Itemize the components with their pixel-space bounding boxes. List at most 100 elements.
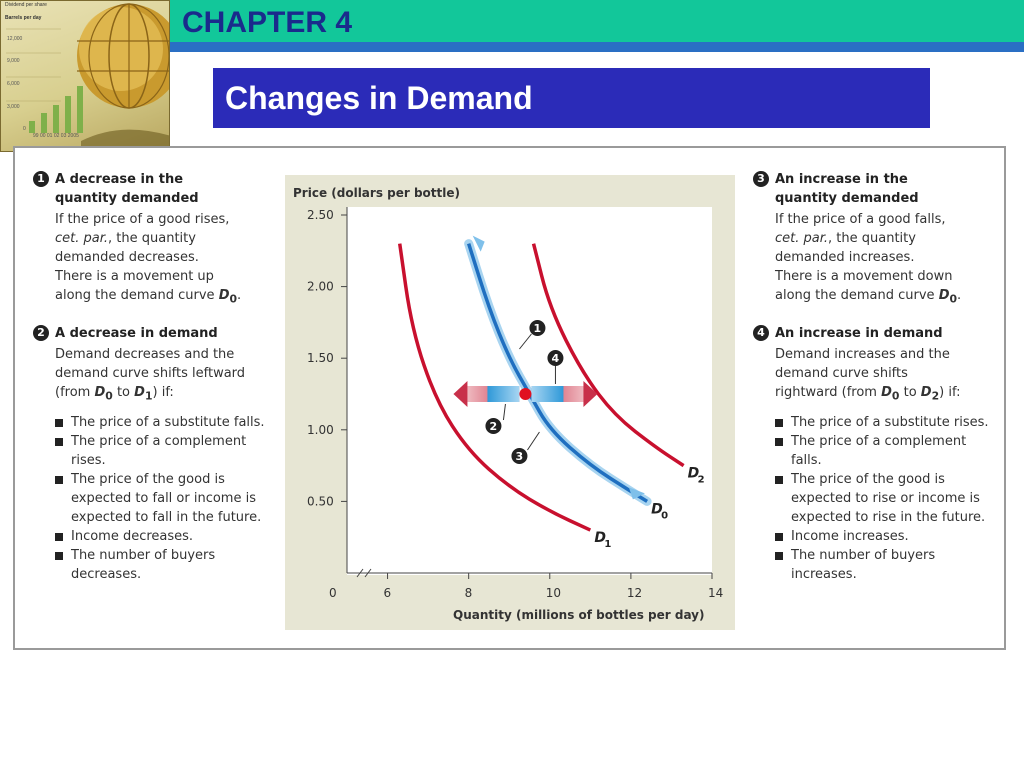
marker-leader-line xyxy=(519,333,532,350)
left-explanations: 1 A decrease in the quantity demanded If… xyxy=(33,170,270,584)
section-2-to: to xyxy=(116,384,131,400)
logo-tick-3000: 3,000 xyxy=(7,104,20,110)
section-1-line-1: If the price of a good rises, xyxy=(55,212,230,227)
logo-tick-0: 0 xyxy=(23,126,26,132)
right-blue-segment xyxy=(531,386,564,402)
marker-circle xyxy=(547,350,564,366)
curve-label-d0: D xyxy=(651,501,663,517)
list-item: The price of the good is expected to ris… xyxy=(775,470,990,527)
curve-label-d2: D xyxy=(688,466,700,482)
marker-1-badge: 1 xyxy=(33,171,49,187)
logo-text-2: Barrels per day xyxy=(5,15,42,21)
curve-subscript: 0 xyxy=(105,389,113,403)
list-item: The price of a substitute rises. xyxy=(775,413,990,432)
curve-label-d1: D xyxy=(594,530,606,546)
section-4-to: to xyxy=(903,384,917,400)
cet-par-text: cet. par. xyxy=(775,231,829,246)
x-tick-label: 8 xyxy=(465,586,473,600)
section-4-line-3: rightward (from D0 to D2) if: xyxy=(775,383,990,406)
down-arrowhead xyxy=(628,487,645,500)
list-item: The price of a complement falls. xyxy=(775,432,990,470)
up-arrowhead xyxy=(472,235,485,252)
marker-4-badge: 4 xyxy=(753,324,769,341)
y-axis-label: Price (dollars per bottle) xyxy=(293,186,460,200)
demand-curve-d2 xyxy=(531,243,685,468)
marker-2-badge: 2 xyxy=(33,324,49,341)
section-1-line-2: cet. par., the quantity xyxy=(55,229,270,248)
section-4-heading: 4 An increase in demand xyxy=(753,324,990,343)
x-tick-label: 12 xyxy=(627,586,642,600)
cet-par-text: cet. par. xyxy=(55,231,109,246)
slide-title: Changes in Demand xyxy=(225,80,533,116)
section-1-line-4: There is a movement up xyxy=(55,269,214,284)
marker-leader-line xyxy=(502,403,506,421)
axis-break xyxy=(356,568,372,578)
curve-label-subscript: 1 xyxy=(604,539,611,550)
curve-subscript: 0 xyxy=(949,292,958,306)
section-3-line-5a: along the demand curve xyxy=(775,288,935,303)
marker-circle xyxy=(529,320,546,336)
demand-curve-d1 xyxy=(397,243,592,532)
curve-subscript: 2 xyxy=(931,389,940,403)
left-blue-segment xyxy=(487,386,520,402)
section-2-from: (from xyxy=(55,384,91,400)
marker-number: 3 xyxy=(515,450,523,463)
section-3-line-5: along the demand curve D0. xyxy=(775,286,990,309)
section-2-bullets: The price of a substitute falls. The pri… xyxy=(55,413,270,584)
logo-tick-12000: 12,000 xyxy=(7,36,23,42)
left-shift-arrowhead xyxy=(453,381,468,407)
list-item: The price of a substitute falls. xyxy=(55,413,270,432)
curve-symbol: D xyxy=(94,384,106,400)
chapter-label: CHAPTER 4 xyxy=(182,6,353,39)
curve-subscript: 1 xyxy=(144,389,153,403)
y-tick-label: 2.50 xyxy=(307,208,334,222)
x-tick-label: 6 xyxy=(384,586,392,600)
section-4-line-1: Demand increases and the xyxy=(775,346,950,362)
marker-leader-line xyxy=(527,431,540,451)
section-3-title-b: quantity demanded xyxy=(775,191,919,206)
x-axis-label: Quantity (millions of bottles per day) xyxy=(453,608,705,622)
marker-circle xyxy=(511,448,528,464)
section-4-from: rightward (from xyxy=(775,384,877,400)
title-box: Changes in Demand xyxy=(213,68,930,128)
right-shift-arrowhead xyxy=(583,381,598,407)
header-rule xyxy=(170,42,1024,52)
curve-label-subscript: 2 xyxy=(698,475,705,486)
y-tick-label: 2.00 xyxy=(307,280,334,294)
list-item: The price of the good is expected to fal… xyxy=(55,470,270,527)
x-tick-label: 10 xyxy=(546,586,561,600)
logo-globe-graphic xyxy=(6,3,169,151)
y-tick-label: 1.00 xyxy=(307,423,334,437)
section-4-body: Demand increases and the demand curve sh… xyxy=(775,345,990,406)
section-2-line-1: Demand decreases and the xyxy=(55,346,235,362)
logo-years: 99 00 01 02 03 2005 xyxy=(33,133,79,139)
section-2-body: Demand decreases and the demand curve sh… xyxy=(55,345,270,406)
section-3-title-a: An increase in the xyxy=(775,172,908,187)
chapter-logo-image: Dividend per share Barrels per day 12,00… xyxy=(0,0,170,152)
marker-number: 1 xyxy=(533,322,541,335)
logo-tick-6000: 6,000 xyxy=(7,81,20,87)
curve-symbol: D xyxy=(134,384,145,400)
marker-3-badge: 3 xyxy=(753,171,769,187)
list-item: Income decreases. xyxy=(55,527,270,546)
section-3-line-4: There is a movement down xyxy=(775,269,953,284)
section-4-line-2: demand curve shifts xyxy=(775,365,908,381)
section-1-line-2b: , the quantity xyxy=(108,231,196,246)
section-4-bullets: The price of a substitute rises. The pri… xyxy=(775,413,990,584)
curve-subscript: 0 xyxy=(229,292,238,306)
section-2-line-2: demand curve shifts leftward xyxy=(55,365,246,381)
section-3-heading: 3 An increase in the quantity demanded xyxy=(753,170,990,208)
section-1-title-b: quantity demanded xyxy=(55,191,199,206)
marker-number: 4 xyxy=(551,352,559,365)
section-2-heading: 2 A decrease in demand xyxy=(33,324,270,343)
section-1-line-5: along the demand curve D0. xyxy=(55,286,270,309)
period: . xyxy=(957,288,962,303)
section-2-line-3: (from D0 to D1) if: xyxy=(55,383,270,406)
section-1-body: If the price of a good rises, cet. par.,… xyxy=(55,210,270,309)
header-bar xyxy=(170,0,1024,42)
section-1-line-3: demanded decreases. xyxy=(55,250,199,265)
curve-subscript: 0 xyxy=(891,389,900,403)
y-tick-label: 1.50 xyxy=(307,351,334,365)
section-3-line-2b: , the quantity xyxy=(828,231,916,246)
curve-symbol: D xyxy=(920,384,932,400)
